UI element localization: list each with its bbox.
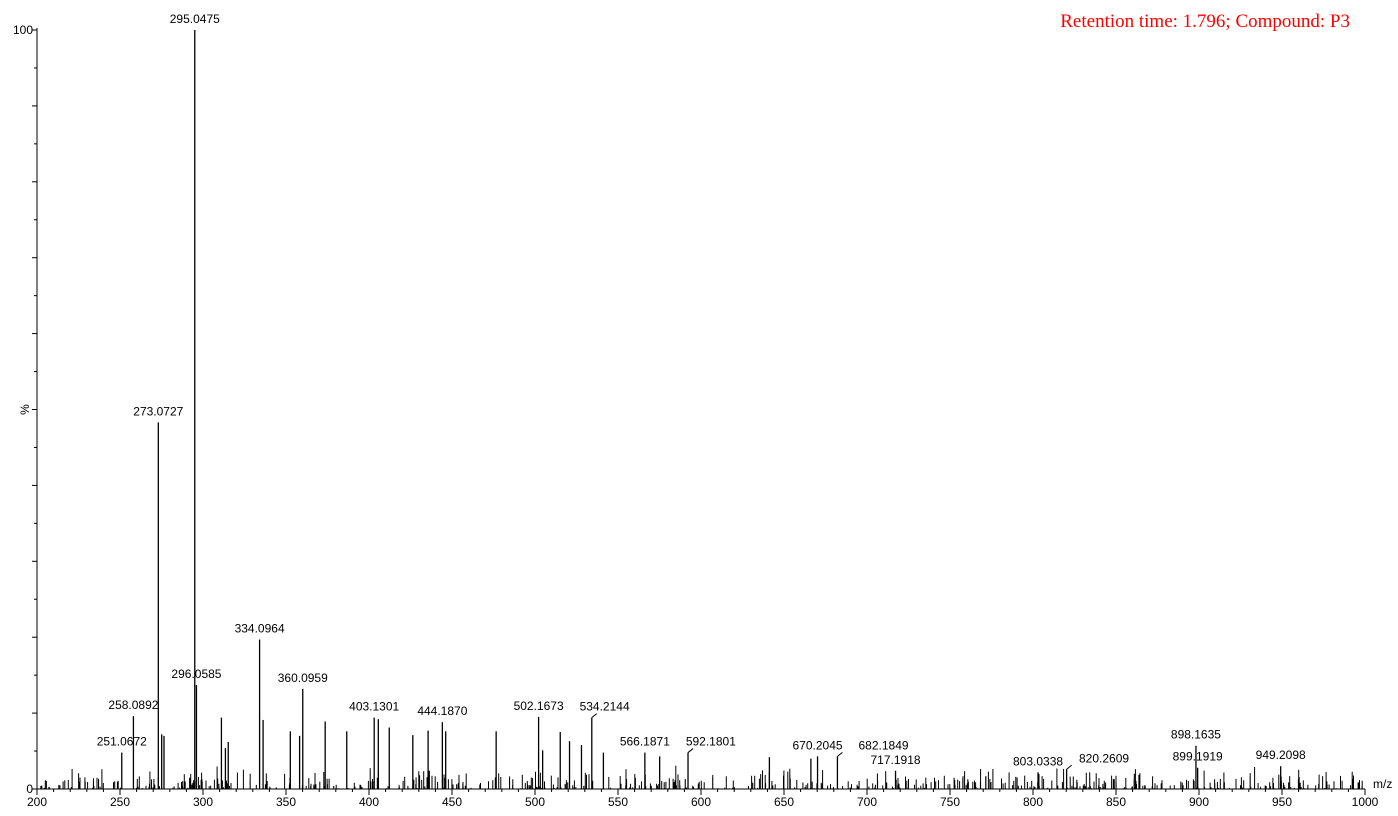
x-tick-label: 600 — [691, 795, 711, 809]
x-tick-label: 250 — [110, 795, 130, 809]
peak-label: 803.0338 — [1013, 754, 1063, 768]
peak-label: 273.0727 — [133, 404, 183, 418]
label-leader — [1066, 764, 1072, 770]
x-tick-label: 450 — [442, 795, 462, 809]
x-tick-label: 1000 — [1352, 795, 1379, 809]
x-tick-label: 850 — [1106, 795, 1126, 809]
x-tick-label: 300 — [193, 795, 213, 809]
x-tick-label: 700 — [857, 795, 877, 809]
peak-label: 682.1849 — [859, 738, 909, 752]
x-tick-label: 200 — [27, 795, 47, 809]
label-leader — [687, 748, 694, 753]
x-tick-label: 950 — [1272, 795, 1292, 809]
x-tick-label: 550 — [608, 795, 628, 809]
baseline-noise — [38, 765, 1365, 789]
x-tick-label: 800 — [1023, 795, 1043, 809]
peak-label: 295.0475 — [170, 12, 220, 26]
peak-label: 403.1301 — [349, 700, 399, 714]
x-tick-label: 500 — [525, 795, 545, 809]
label-leader — [591, 713, 598, 719]
peak-label: 296.0585 — [171, 667, 221, 681]
peak-label: 360.0959 — [278, 671, 328, 685]
peaks — [121, 30, 1282, 789]
label-leader — [837, 751, 843, 757]
peak-label: 717.1918 — [871, 753, 921, 767]
peak-label: 502.1673 — [514, 699, 564, 713]
peak-label: 251.0672 — [97, 735, 147, 749]
x-tick-label: 650 — [774, 795, 794, 809]
y-tick-label: 100 — [13, 23, 33, 37]
peak-label: 258.0892 — [108, 698, 158, 712]
x-tick-label: 350 — [276, 795, 296, 809]
peak-label: 949.2098 — [1256, 748, 1306, 762]
peak-label: 534.2144 — [580, 700, 630, 714]
peak-labels: 251.0672 258.0892 273.0727 295.0475 296.0585… — [97, 12, 1306, 770]
x-axis-label: m/z — [1373, 777, 1392, 791]
peak-label: 592.1801 — [686, 735, 736, 749]
peak-label: 670.2045 — [793, 738, 843, 752]
x-tick-label: 750 — [940, 795, 960, 809]
y-axis-label: % — [18, 404, 32, 415]
x-tick-label: 400 — [359, 795, 379, 809]
retention-header-text: Retention time: 1.796; Compound: P3 — [1060, 11, 1350, 32]
peak-label: 820.2609 — [1079, 751, 1129, 765]
peak-label: 898.1635 — [1171, 728, 1221, 742]
peak-label: 899.1919 — [1173, 750, 1223, 764]
peak-label: 334.0964 — [235, 621, 285, 635]
peak-label: 566.1871 — [620, 735, 670, 749]
y-tick-label: 0 — [26, 782, 33, 796]
x-tick-label: 900 — [1189, 795, 1209, 809]
noise-sticks — [38, 765, 1365, 789]
peak-label: 444.1870 — [417, 704, 467, 718]
axes: 200 250 300 350 400 450 500 550 600 650 700 750 800 8… — [13, 23, 1392, 809]
